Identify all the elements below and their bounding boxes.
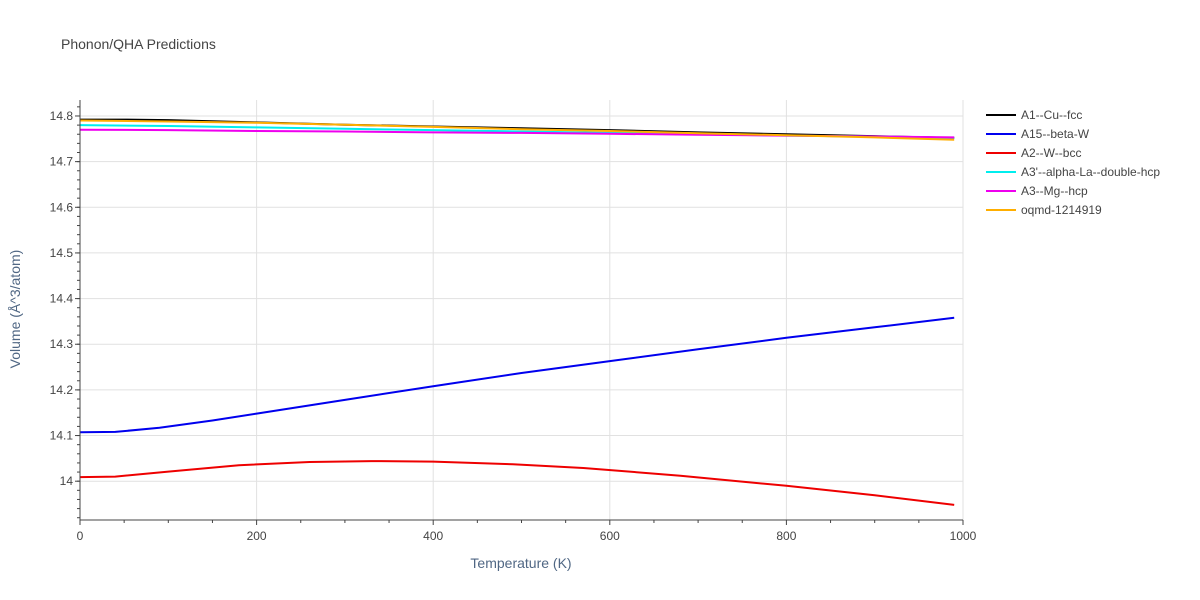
chart-title: Phonon/QHA Predictions <box>61 36 216 52</box>
y-tick-label: 14.6 <box>50 200 74 214</box>
legend-item[interactable]: A1--Cu--fcc <box>986 108 1082 122</box>
y-axis-ticks: 14 14.1 14.2 14.3 14.4 14.5 14.6 14.7 14.8 <box>50 106 80 519</box>
legend-label: A2--W--bcc <box>1021 146 1081 160</box>
legend[interactable]: A1--Cu--fcc A15--beta-W A2--W--bcc A3'--alp… <box>986 108 1160 217</box>
legend-label: A3--Mg--hcp <box>1021 184 1088 198</box>
legend-label: A1--Cu--fcc <box>1021 108 1082 122</box>
y-tick-label: 14.8 <box>50 109 74 123</box>
y-tick-label: 14.4 <box>50 292 74 306</box>
x-tick-label: 0 <box>77 529 84 543</box>
legend-item[interactable]: A3'--alpha-La--double-hcp <box>986 165 1160 179</box>
legend-item[interactable]: oqmd-1214919 <box>986 203 1102 217</box>
y-tick-label: 14 <box>60 474 74 488</box>
x-tick-label: 400 <box>423 529 443 543</box>
legend-item[interactable]: A3--Mg--hcp <box>986 184 1088 198</box>
x-tick-label: 800 <box>776 529 796 543</box>
y-tick-label: 14.5 <box>50 246 74 260</box>
series-lines <box>79 118 955 506</box>
legend-item[interactable]: A2--W--bcc <box>986 146 1081 160</box>
series-line-a15-beta-w[interactable] <box>79 316 955 434</box>
series-line-oqmd-1214919[interactable] <box>79 119 955 141</box>
axes <box>79 100 963 521</box>
legend-label: A15--beta-W <box>1021 127 1090 141</box>
legend-item[interactable]: A15--beta-W <box>986 127 1090 141</box>
legend-label: oqmd-1214919 <box>1021 203 1102 217</box>
y-axis-title: Volume (Å^3/atom) <box>7 250 23 369</box>
y-tick-label: 14.2 <box>50 383 74 397</box>
y-tick-label: 14.7 <box>50 155 74 169</box>
x-axis-ticks: 0 200 400 600 800 1000 <box>77 520 977 543</box>
y-tick-label: 14.1 <box>50 429 74 443</box>
x-tick-label: 600 <box>600 529 620 543</box>
x-tick-label: 200 <box>247 529 267 543</box>
x-tick-label: 1000 <box>950 529 977 543</box>
x-axis-title: Temperature (K) <box>470 555 571 571</box>
legend-label: A3'--alpha-La--double-hcp <box>1021 165 1160 179</box>
series-line-a2-w-bcc[interactable] <box>79 460 955 506</box>
grid-lines <box>80 100 964 520</box>
y-tick-label: 14.3 <box>50 337 74 351</box>
